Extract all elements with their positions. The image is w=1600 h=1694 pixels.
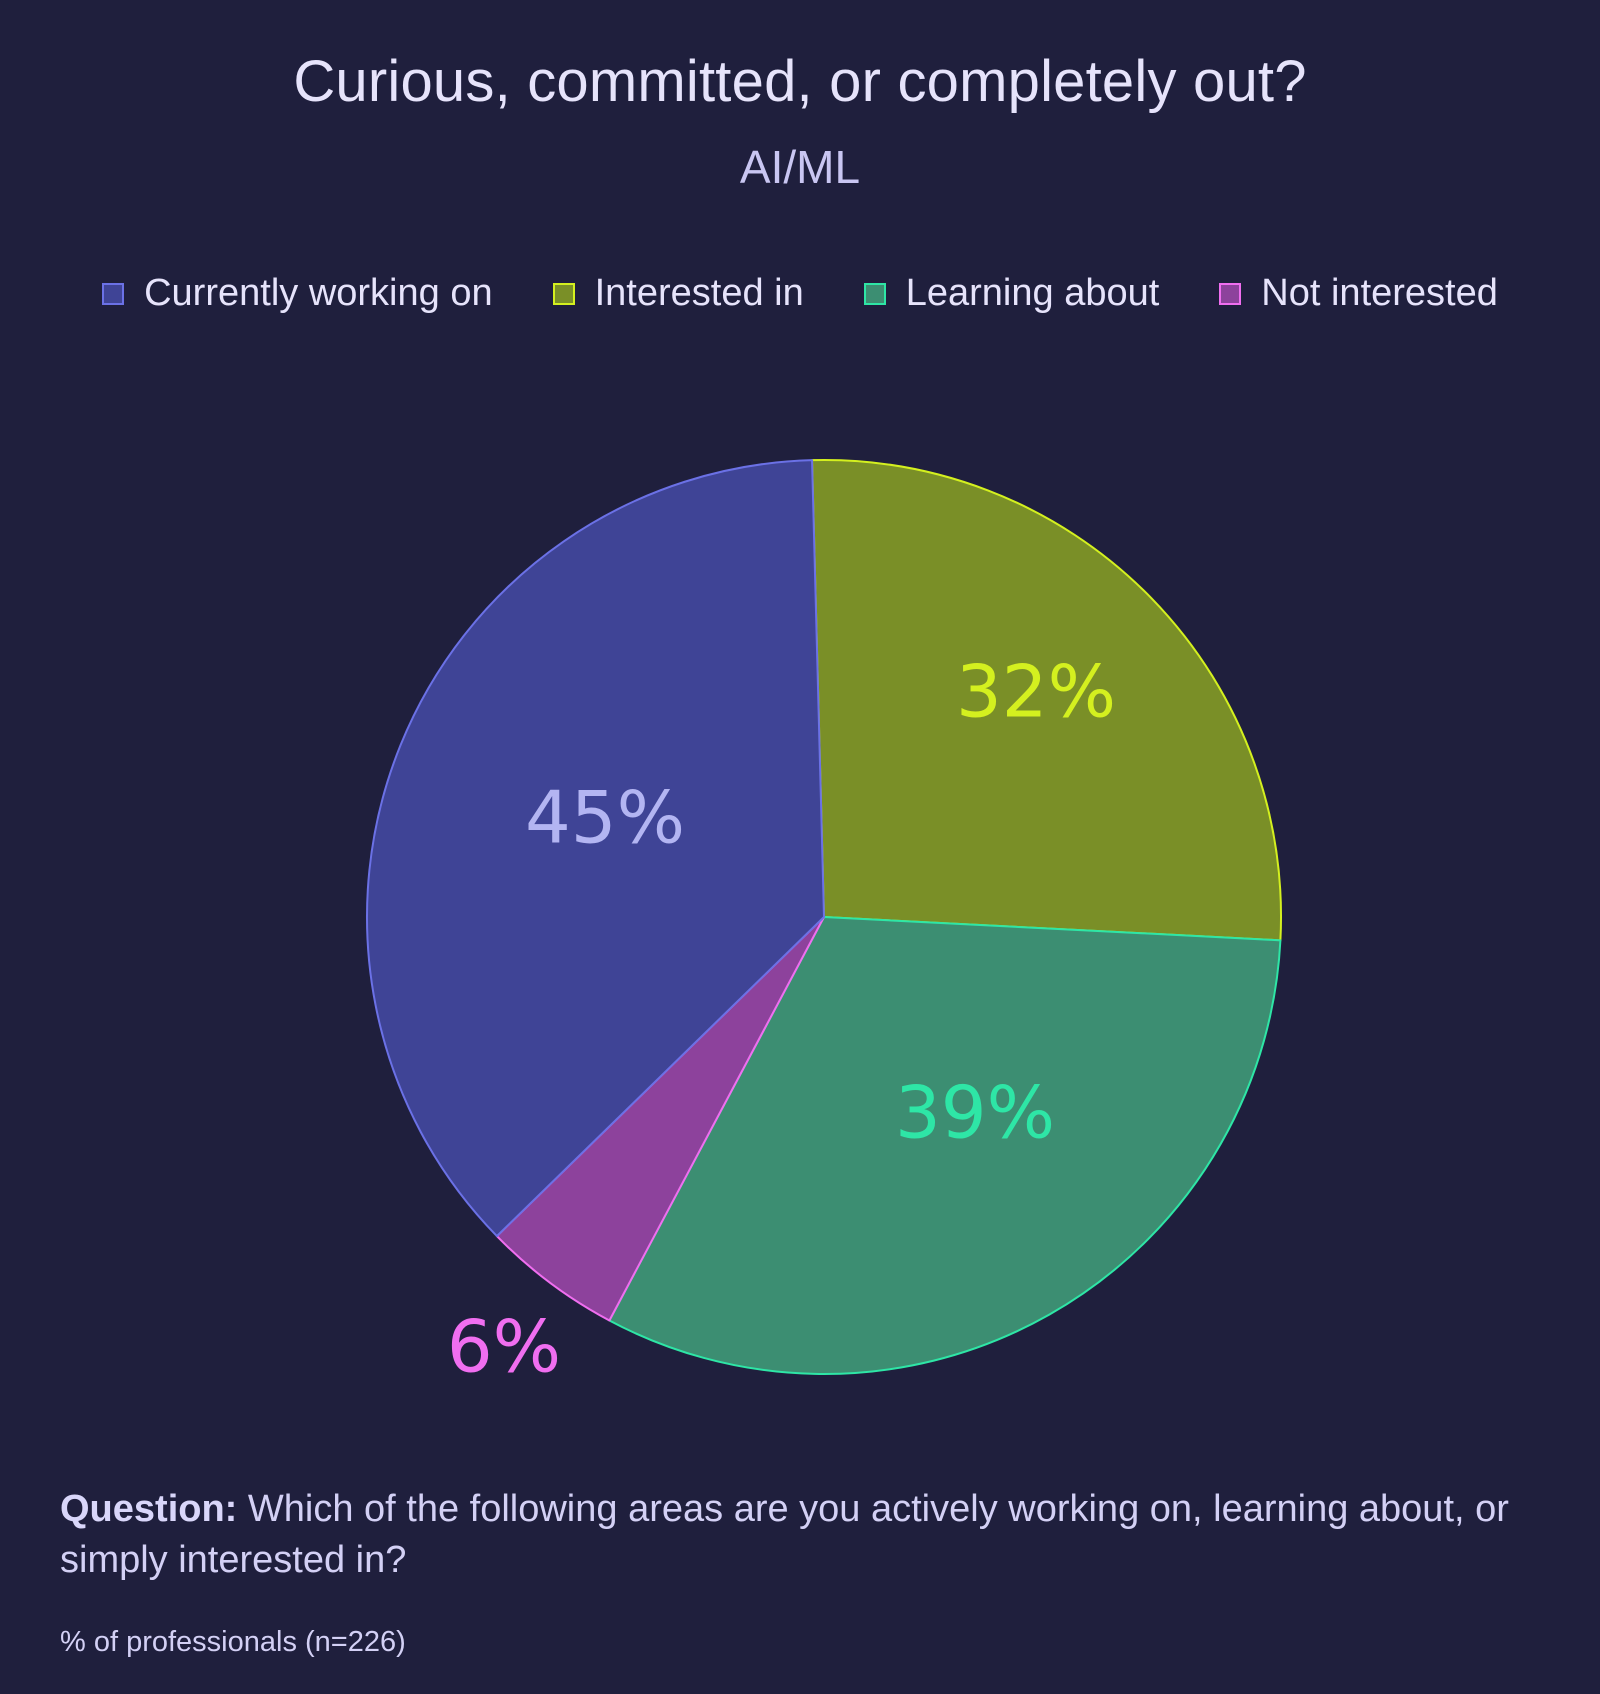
footnote: % of professionals (n=226) (60, 1626, 406, 1658)
data-label-currently-working-on: 45% (525, 776, 685, 860)
chart-title: Curious, committed, or completely out? (293, 49, 1307, 114)
data-label-interested-in: 32% (956, 650, 1116, 734)
legend-swatch-not-interested (1219, 282, 1242, 305)
data-label-learning-about: 39% (895, 1071, 1055, 1155)
legend-item-learning-about: Learning about (863, 272, 1160, 315)
legend-item-interested-in: Interested in (552, 272, 804, 315)
question-label: Question: (60, 1488, 238, 1530)
legend-item-not-interested: Not interested (1219, 272, 1498, 315)
legend-item-currently-working-on: Currently working on (102, 272, 493, 315)
pie-slice-interested-in (811, 459, 1282, 942)
data-label-not-interested: 6% (447, 1305, 561, 1389)
chart-subtitle: AI/ML (739, 141, 861, 193)
legend-swatch-learning-about (863, 282, 886, 305)
chart-legend: Currently working on Interested in Learnin… (0, 272, 1600, 315)
legend-swatch-interested-in (552, 282, 575, 305)
legend-label-not-interested: Not interested (1261, 272, 1498, 314)
question-body: Which of the following areas are you act… (60, 1488, 1509, 1581)
legend-label-learning-about: Learning about (905, 272, 1160, 314)
legend-label-interested-in: Interested in (594, 272, 804, 314)
legend-label-currently-working-on: Currently working on (144, 272, 493, 314)
legend-swatch-currently-working-on (102, 282, 125, 305)
pie-slice-learning-about (608, 916, 1282, 1375)
question-text: Question: Which of the following areas a… (60, 1484, 1550, 1586)
pie-slice-currently-working-on (366, 459, 825, 1238)
